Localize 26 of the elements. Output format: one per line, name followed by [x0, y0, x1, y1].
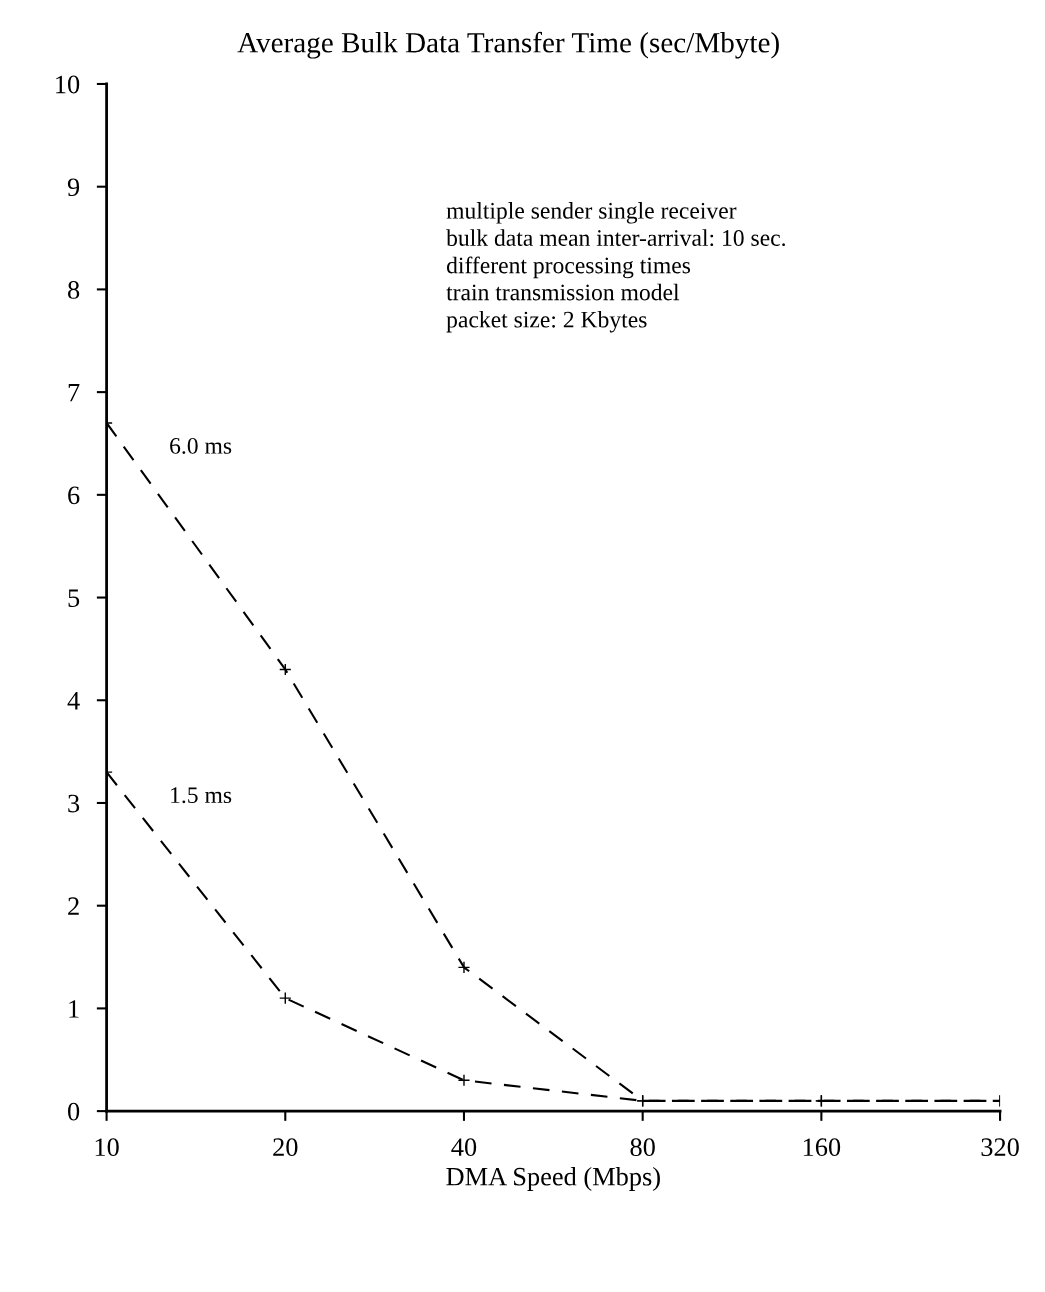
x-tick-label: 40	[451, 1138, 477, 1157]
annotation: different processing times	[446, 256, 691, 279]
annotation: bulk data mean inter-arrival: 10 sec.	[446, 229, 785, 247]
x-axis-title: DMA Speed (Mbps)	[446, 1167, 660, 1191]
y-tick-label: 1	[69, 1000, 79, 1018]
y-tick-label: 10	[56, 75, 80, 94]
annotation: multiple sender single receiver	[446, 202, 737, 224]
x-tick-label: 20	[273, 1138, 298, 1157]
y-tick-label: 3	[68, 794, 80, 813]
y-tick-label: 0	[68, 1102, 80, 1121]
x-tick-label: 10	[95, 1138, 119, 1157]
chart-title: Average Bulk Data Transfer Time (sec/Mbyte)	[237, 31, 779, 59]
series-label: 6.0 ms	[170, 437, 232, 454]
y-tick-label: 8	[68, 281, 80, 299]
annotation: packet size: 2 Kbytes	[446, 310, 647, 333]
y-tick-label: 2	[68, 897, 79, 915]
annotation: train transmission model	[446, 283, 680, 301]
series-label: 1.5 ms	[171, 787, 232, 804]
x-tick-label: 80	[630, 1138, 655, 1157]
y-tick-label: 9	[67, 178, 80, 197]
x-tick-label: 160	[803, 1138, 841, 1157]
y-tick-label: 4	[67, 692, 80, 710]
y-tick-label: 5	[68, 589, 80, 607]
y-tick-label: 7	[68, 384, 80, 402]
x-tick-label: 320	[981, 1138, 1019, 1157]
y-tick-label: 6	[68, 486, 80, 505]
